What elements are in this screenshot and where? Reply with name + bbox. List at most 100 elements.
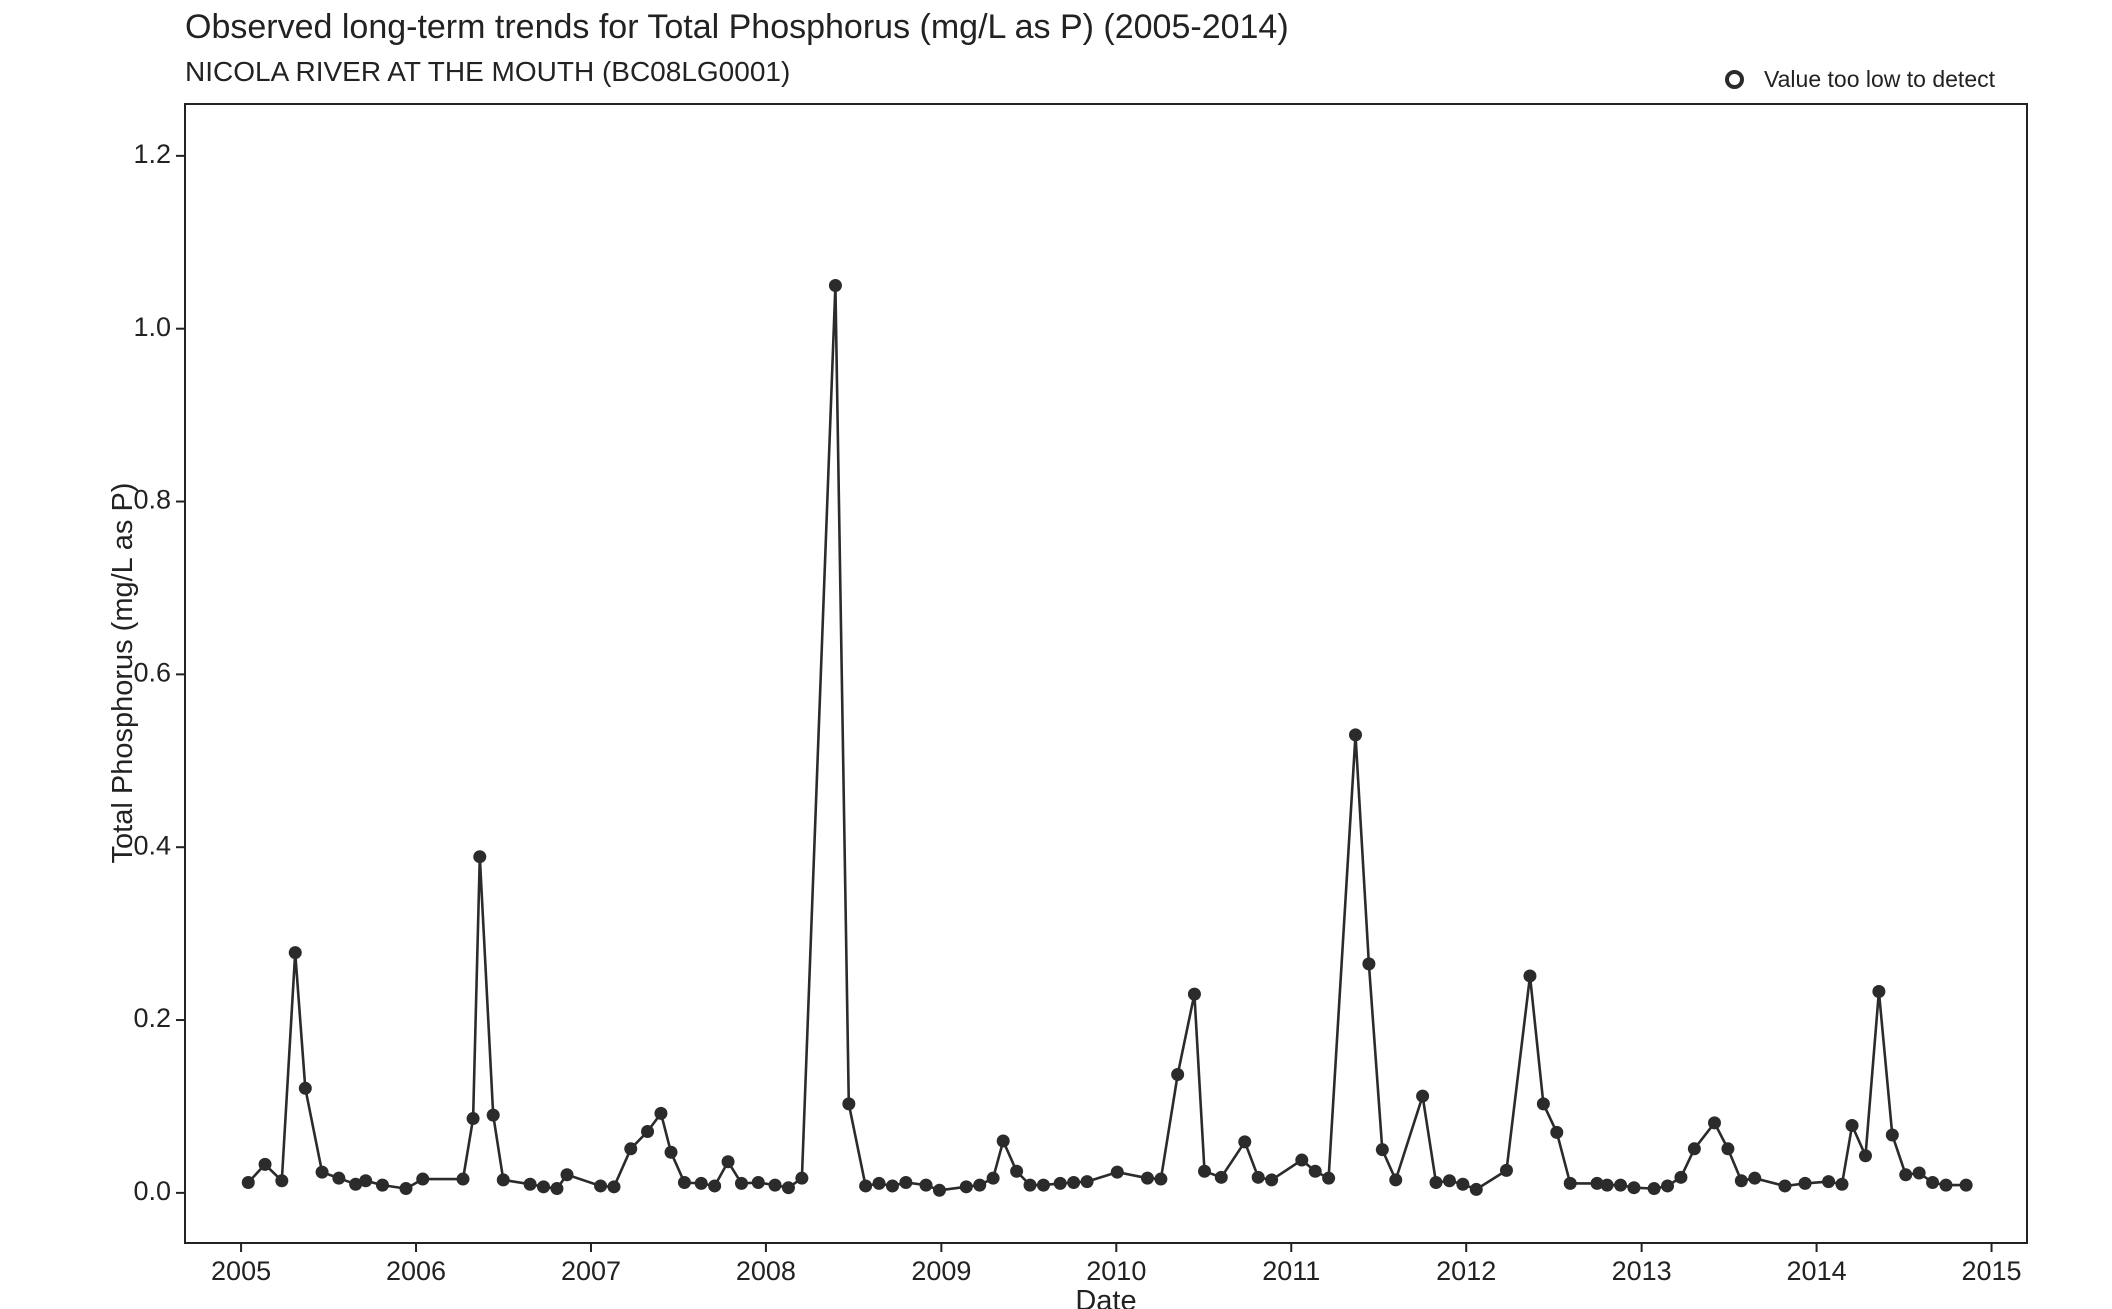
data-point — [919, 1178, 933, 1192]
data-point — [1590, 1176, 1604, 1190]
data-point — [1469, 1182, 1483, 1196]
data-point — [523, 1177, 537, 1191]
data-point — [1187, 987, 1201, 1001]
chart-title: Observed long-term trends for Total Phos… — [185, 8, 1289, 46]
data-point — [1308, 1164, 1322, 1178]
data-point — [1238, 1135, 1252, 1149]
data-point — [885, 1179, 899, 1193]
data-point — [1647, 1182, 1661, 1196]
x-tick-label: 2005 — [211, 1256, 271, 1286]
data-point — [1110, 1165, 1124, 1179]
data-point — [1214, 1170, 1228, 1184]
data-point — [996, 1134, 1010, 1148]
data-point — [607, 1180, 621, 1194]
data-point — [654, 1106, 668, 1120]
x-tick-label: 2011 — [1262, 1256, 1320, 1286]
data-point — [1140, 1171, 1154, 1185]
data-point — [298, 1081, 312, 1095]
data-point — [1010, 1164, 1024, 1178]
data-point — [1687, 1142, 1701, 1156]
data-point — [486, 1108, 500, 1122]
data-point — [973, 1178, 987, 1192]
data-point — [550, 1182, 564, 1196]
x-tick-label: 2006 — [386, 1256, 446, 1286]
data-point — [375, 1178, 389, 1192]
data-point — [1550, 1125, 1564, 1139]
data-point — [664, 1145, 678, 1159]
data-point — [1348, 728, 1362, 742]
data-point — [1912, 1166, 1926, 1180]
data-point — [1322, 1171, 1336, 1185]
data-point — [560, 1168, 574, 1182]
data-point — [288, 946, 302, 960]
data-point — [1885, 1128, 1899, 1142]
data-point — [1872, 985, 1886, 999]
data-point — [768, 1178, 782, 1192]
data-point — [1416, 1089, 1430, 1103]
data-point — [594, 1179, 608, 1193]
data-point — [1295, 1153, 1309, 1167]
data-point — [496, 1173, 510, 1187]
x-tick-label: 2007 — [561, 1256, 621, 1286]
x-tick-label: 2012 — [1436, 1256, 1496, 1286]
data-point — [315, 1165, 329, 1179]
data-point — [1536, 1097, 1550, 1111]
y-tick-label: 0.8 — [133, 485, 171, 515]
data-point — [1734, 1174, 1748, 1188]
data-point — [1067, 1176, 1081, 1190]
data-point — [1748, 1171, 1762, 1185]
data-point — [258, 1157, 272, 1171]
data-point — [1721, 1142, 1735, 1156]
series-line — [247, 284, 1967, 1192]
x-tick-label: 2015 — [1961, 1256, 2021, 1286]
data-point — [872, 1176, 886, 1190]
data-point — [1939, 1178, 1953, 1192]
data-point — [1835, 1177, 1849, 1191]
data-point — [537, 1180, 551, 1194]
y-tick-label: 1.0 — [133, 312, 171, 342]
data-point — [456, 1172, 470, 1186]
data-point — [1959, 1178, 1973, 1192]
data-point — [1499, 1163, 1513, 1177]
data-point — [1080, 1175, 1094, 1189]
data-point — [1778, 1179, 1792, 1193]
x-tick-label: 2013 — [1612, 1256, 1672, 1286]
y-tick-label: 0.0 — [133, 1176, 171, 1206]
data-point — [959, 1180, 973, 1194]
data-point — [828, 278, 842, 292]
data-point — [1627, 1181, 1641, 1195]
data-point — [1251, 1170, 1265, 1184]
y-axis: 0.0 0.2 0.4 0.6 0.8 1.0 1.2 — [133, 139, 185, 1206]
data-point — [416, 1172, 430, 1186]
data-point — [751, 1176, 765, 1190]
data-point — [1563, 1176, 1577, 1190]
data-point — [1389, 1173, 1403, 1187]
data-point — [781, 1181, 795, 1195]
data-point — [1899, 1168, 1913, 1182]
data-points — [241, 278, 1973, 1197]
series-line-group — [247, 284, 1967, 1192]
data-point — [1600, 1178, 1614, 1192]
data-point — [859, 1179, 873, 1193]
y-tick-label: 1.2 — [133, 139, 171, 169]
data-point — [721, 1155, 735, 1169]
data-point — [1375, 1143, 1389, 1157]
data-point — [1822, 1175, 1836, 1189]
data-point — [1926, 1176, 1940, 1190]
data-point — [795, 1171, 809, 1185]
data-point — [1661, 1179, 1675, 1193]
data-point — [359, 1174, 373, 1188]
legend-label: Value too low to detect — [1764, 66, 1995, 92]
data-point — [708, 1179, 722, 1193]
data-point — [1456, 1177, 1470, 1191]
x-axis-label: Date — [1075, 1285, 1136, 1309]
y-tick-label: 0.4 — [133, 830, 171, 860]
data-point — [349, 1177, 363, 1191]
data-point — [1197, 1164, 1211, 1178]
data-point — [332, 1171, 346, 1185]
data-point — [1614, 1178, 1628, 1192]
data-point — [1858, 1149, 1872, 1163]
data-point — [1429, 1176, 1443, 1190]
data-point — [1265, 1173, 1279, 1187]
data-point — [932, 1183, 946, 1197]
